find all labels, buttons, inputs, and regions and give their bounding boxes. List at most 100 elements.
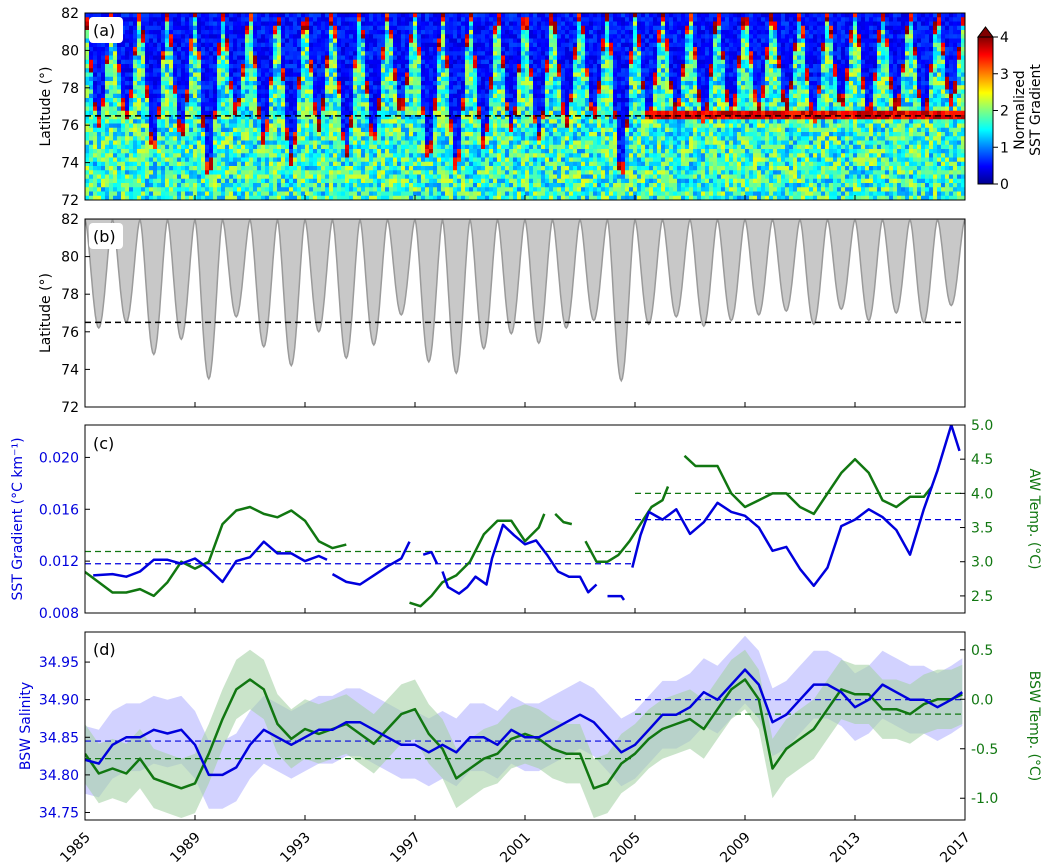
heatmap-cell: [393, 93, 398, 99]
heatmap-cell: [125, 25, 130, 31]
heatmap-cell: [293, 127, 298, 133]
heatmap-cell: [357, 157, 362, 163]
heatmap-cell: [501, 174, 506, 180]
heatmap-cell: [237, 34, 242, 40]
heatmap-cell: [333, 76, 338, 82]
heatmap-cell: [393, 119, 398, 125]
heatmap-cell: [405, 123, 410, 129]
heatmap-cell: [241, 25, 246, 31]
heatmap-cell: [109, 59, 114, 65]
heatmap-cell: [529, 140, 534, 146]
heatmap-cell: [389, 106, 394, 112]
heatmap-cell: [433, 106, 438, 112]
heatmap-cell: [269, 144, 274, 150]
heatmap-cell: [269, 191, 274, 197]
heatmap-cell: [353, 47, 358, 52]
heatmap-cell: [237, 25, 242, 31]
heatmap-cell: [493, 89, 498, 95]
heatmap-cell: [281, 64, 286, 69]
heatmap-cell: [321, 13, 326, 18]
heatmap-cell: [325, 68, 330, 74]
heatmap-cell: [177, 85, 182, 91]
heatmap-cell: [137, 13, 142, 18]
heatmap-cell: [489, 127, 494, 133]
heatmap-cell: [229, 76, 234, 82]
heatmap-cell: [525, 21, 530, 27]
heatmap-cell: [437, 34, 442, 40]
heatmap-cell: [157, 59, 162, 65]
heatmap-cell: [461, 157, 466, 163]
heatmap-cell: [145, 123, 150, 129]
heatmap-cell: [357, 187, 362, 193]
heatmap-cell: [525, 72, 530, 78]
heatmap-cell: [169, 110, 174, 116]
heatmap-cell: [169, 42, 174, 48]
heatmap-cell: [309, 25, 314, 31]
heatmap-cell: [249, 89, 254, 95]
heatmap-cell: [445, 81, 450, 86]
heatmap-cell: [365, 119, 370, 125]
heatmap-cell: [205, 136, 210, 142]
heatmap-cell: [257, 132, 262, 137]
heatmap-cell: [473, 191, 478, 197]
heatmap-cell: [193, 72, 198, 78]
heatmap-cell: [501, 30, 506, 35]
heatmap-cell: [437, 38, 442, 44]
heatmap-cell: [221, 55, 226, 61]
heatmap-cell: [293, 55, 298, 61]
heatmap-cell: [373, 106, 378, 112]
heatmap-cell: [185, 115, 190, 120]
heatmap-cell: [449, 59, 454, 65]
heatmap-cell: [405, 110, 410, 116]
heatmap-cell: [145, 132, 150, 137]
heatmap-cell: [253, 55, 258, 61]
heatmap-cell: [161, 64, 166, 69]
heatmap-cell: [305, 153, 310, 159]
heatmap-cell: [349, 76, 354, 82]
heatmap-cell: [521, 98, 526, 103]
heatmap-cell: [89, 136, 94, 142]
heatmap-cell: [389, 191, 394, 197]
heatmap-cell: [121, 178, 126, 184]
heatmap-cell: [365, 21, 370, 27]
heatmap-cell: [237, 76, 242, 82]
heatmap-cell: [477, 85, 482, 91]
heatmap-cell: [241, 178, 246, 184]
heatmap-cell: [341, 115, 346, 120]
heatmap-cell: [345, 51, 350, 57]
heatmap-cell: [377, 72, 382, 78]
heatmap-cell: [385, 170, 390, 176]
heatmap-cell: [461, 17, 466, 23]
heatmap-cell: [449, 64, 454, 69]
heatmap-cell: [109, 170, 114, 176]
heatmap-cell: [425, 81, 430, 86]
heatmap-cell: [161, 119, 166, 125]
heatmap-cell: [105, 127, 110, 133]
heatmap-cell: [185, 76, 190, 82]
heatmap-cell: [209, 38, 214, 44]
heatmap-cell: [269, 161, 274, 167]
heatmap-cell: [365, 157, 370, 163]
heatmap-cell: [257, 76, 262, 82]
heatmap-cell: [189, 102, 194, 108]
heatmap-cell: [381, 59, 386, 65]
heatmap-cell: [101, 187, 106, 193]
heatmap-cell: [469, 68, 474, 74]
heatmap-cell: [245, 64, 250, 69]
heatmap-cell: [445, 51, 450, 57]
heatmap-cell: [125, 42, 130, 48]
heatmap-cell: [493, 153, 498, 159]
heatmap-cell: [321, 51, 326, 57]
heatmap-cell: [481, 178, 486, 184]
heatmap-cell: [421, 68, 426, 74]
heatmap-cell: [461, 68, 466, 74]
heatmap-cell: [233, 132, 238, 137]
heatmap-cell: [349, 93, 354, 99]
heatmap-cell: [245, 174, 250, 180]
heatmap-cell: [249, 68, 254, 74]
heatmap-cell: [465, 102, 470, 108]
heatmap-cell: [117, 13, 122, 18]
heatmap-cell: [305, 144, 310, 150]
heatmap-cell: [277, 183, 282, 188]
heatmap-cell: [229, 123, 234, 129]
